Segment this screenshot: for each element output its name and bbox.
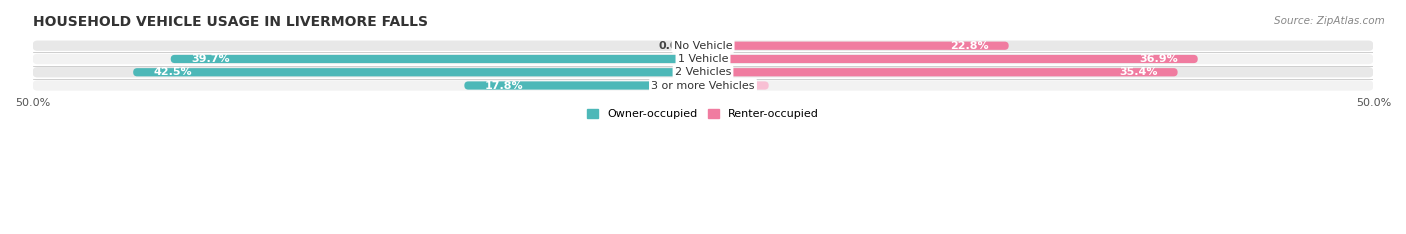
Text: 3 or more Vehicles: 3 or more Vehicles — [651, 80, 755, 91]
FancyBboxPatch shape — [32, 40, 1374, 51]
FancyBboxPatch shape — [703, 81, 769, 90]
Text: 4.9%: 4.9% — [724, 80, 755, 91]
FancyBboxPatch shape — [703, 42, 1008, 50]
FancyBboxPatch shape — [32, 54, 1374, 64]
FancyBboxPatch shape — [134, 68, 703, 76]
FancyBboxPatch shape — [703, 55, 1198, 63]
Text: 0.0%: 0.0% — [659, 41, 689, 51]
Text: 39.7%: 39.7% — [191, 54, 229, 64]
Text: 1 Vehicle: 1 Vehicle — [678, 54, 728, 64]
Text: Source: ZipAtlas.com: Source: ZipAtlas.com — [1274, 16, 1385, 26]
Text: 36.9%: 36.9% — [1139, 54, 1178, 64]
FancyBboxPatch shape — [32, 80, 1374, 91]
Text: No Vehicle: No Vehicle — [673, 41, 733, 51]
Text: 22.8%: 22.8% — [950, 41, 988, 51]
Text: 35.4%: 35.4% — [1119, 67, 1157, 77]
Text: 17.8%: 17.8% — [485, 80, 523, 91]
Legend: Owner-occupied, Renter-occupied: Owner-occupied, Renter-occupied — [582, 105, 824, 124]
Text: 2 Vehicles: 2 Vehicles — [675, 67, 731, 77]
Text: 42.5%: 42.5% — [153, 67, 191, 77]
FancyBboxPatch shape — [32, 67, 1374, 77]
FancyBboxPatch shape — [703, 68, 1178, 76]
FancyBboxPatch shape — [464, 81, 703, 90]
Text: HOUSEHOLD VEHICLE USAGE IN LIVERMORE FALLS: HOUSEHOLD VEHICLE USAGE IN LIVERMORE FAL… — [32, 15, 427, 29]
FancyBboxPatch shape — [170, 55, 703, 63]
